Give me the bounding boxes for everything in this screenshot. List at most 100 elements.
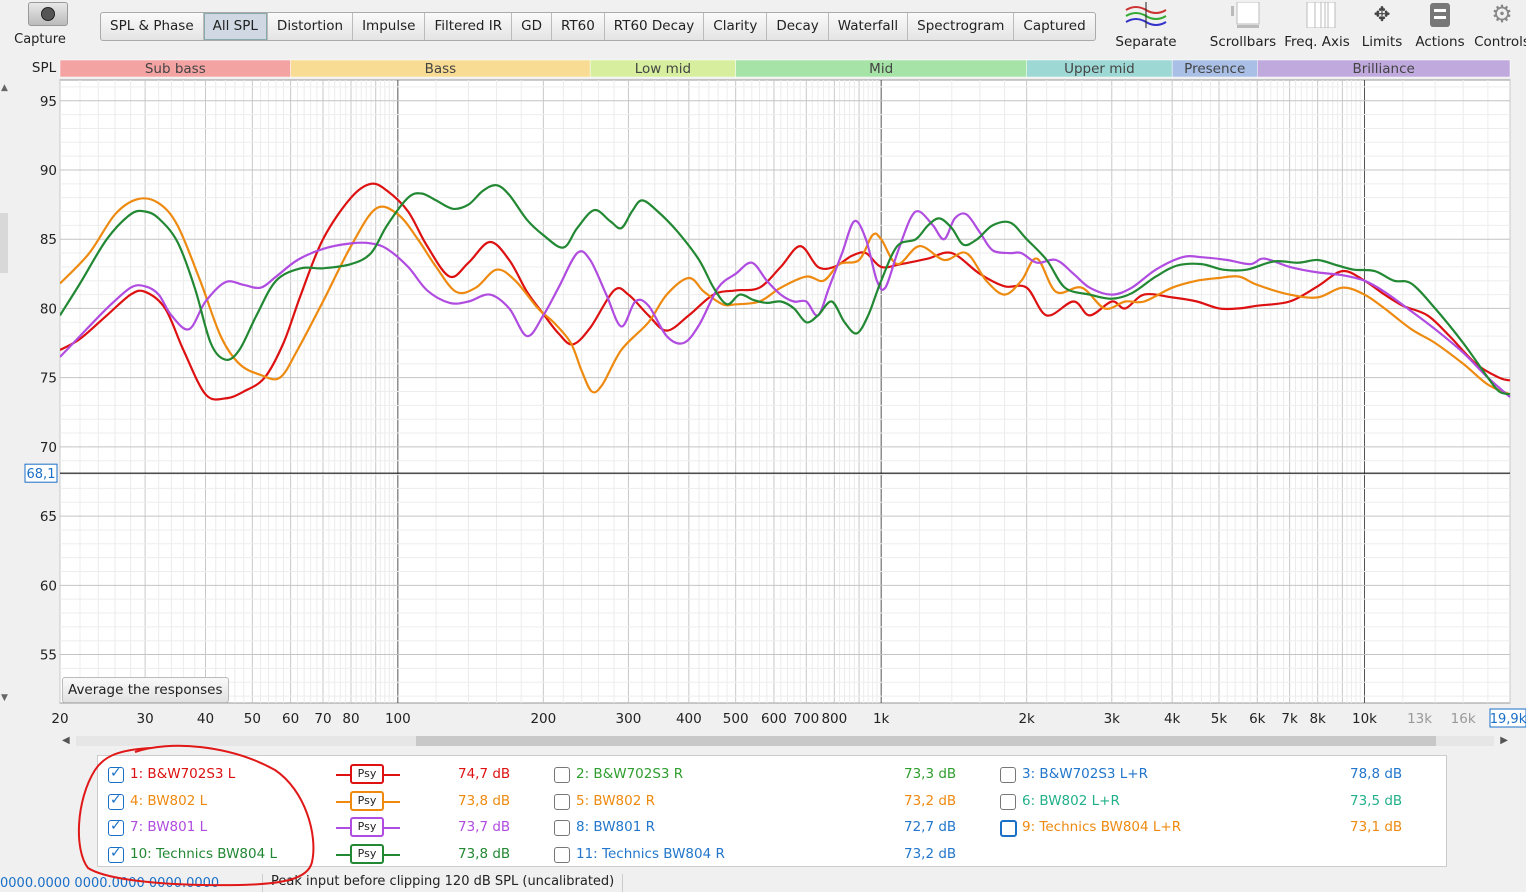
series-line-3[interactable] [60, 210, 1511, 398]
tab-impulse[interactable]: Impulse [353, 13, 426, 40]
separate-label: Separate [1115, 34, 1177, 50]
band-brilliance [1257, 59, 1511, 78]
legend-item-level: 73,2 dB [904, 845, 957, 862]
scroll-down-icon[interactable]: ▼ [1, 693, 8, 703]
legend-checkbox[interactable] [108, 818, 124, 836]
tab-waterfall[interactable]: Waterfall [829, 13, 909, 40]
legend-item[interactable]: 7: BW801 L Psy 73,7 dB [108, 817, 538, 839]
y-tick-label: 90 [40, 163, 57, 179]
legend-item[interactable]: 8: BW801 R 72,7 dB [554, 817, 984, 839]
tab-distortion[interactable]: Distortion [268, 13, 354, 40]
legend-item[interactable]: 3: B&W702S3 L+R 78,8 dB [1000, 764, 1430, 786]
legend-item[interactable]: 10: Technics BW804 L Psy 73,8 dB [108, 843, 538, 866]
tab-gd[interactable]: GD [512, 13, 552, 40]
psy-smoothing-badge[interactable]: Psy [350, 790, 384, 811]
separate-button[interactable]: Separate [1112, 0, 1180, 56]
legend-checkbox[interactable] [108, 765, 124, 783]
tab-rt60-decay[interactable]: RT60 Decay [605, 13, 705, 40]
legend-item[interactable]: 1: B&W702S3 L Psy 74,7 dB [108, 764, 538, 786]
band-label: Presence [1184, 61, 1245, 77]
x-tick-label: 16k [1451, 711, 1476, 727]
legend-item-label: 10: Technics BW804 L [130, 845, 278, 862]
gear-icon: ⚙ [1491, 0, 1513, 28]
separate-icon [1124, 2, 1168, 34]
y-tick-label: 80 [40, 301, 57, 317]
legend-checkbox[interactable] [554, 767, 570, 783]
scrollbars-label: Scrollbars [1209, 34, 1277, 50]
scroll-track[interactable] [76, 736, 1494, 746]
x-tick-label: 6k [1249, 711, 1266, 727]
scroll-left-icon[interactable]: ◀ [62, 735, 70, 746]
scroll-up-icon[interactable]: ▲ [1, 83, 8, 93]
horizontal-scrollbar[interactable]: ◀ ▶ [60, 734, 1510, 748]
legend-item[interactable]: 9: Technics BW804 L+R 73,1 dB [1000, 817, 1430, 839]
scrollbars-icon [1223, 1, 1263, 34]
limits-button[interactable]: ✥ Limits [1356, 0, 1408, 56]
reference-value-box [24, 463, 58, 483]
legend-item-label: 6: BW802 L+R [1022, 792, 1120, 809]
freq-axis-icon [1297, 1, 1337, 34]
legend-item-label: 11: Technics BW804 R [576, 845, 725, 862]
x-tick-label: 2k [1018, 711, 1035, 727]
x-tick-label: 7k [1281, 711, 1298, 727]
y-tick-label: 65 [40, 509, 57, 525]
spl-chart[interactable]: Sub bass Bass Low mid Mid Upper mid Presence B… [0, 58, 1526, 734]
tab-decay[interactable]: Decay [767, 13, 829, 40]
legend-checkbox[interactable] [108, 845, 124, 863]
tab-captured[interactable]: Captured [1023, 18, 1086, 34]
tab-clarity[interactable]: Clarity [704, 13, 768, 40]
psy-smoothing-badge[interactable]: Psy [350, 764, 384, 784]
camera-icon [28, 2, 68, 26]
capture-label: Capture [14, 32, 66, 47]
legend-item-level: 73,1 dB [1350, 819, 1403, 835]
scrollbars-button[interactable]: Scrollbars [1208, 0, 1278, 56]
legend-checkbox[interactable] [108, 792, 124, 810]
reference-value-label: 68,1 [27, 467, 56, 482]
legend-item[interactable]: 2: B&W702S3 R 73,3 dB [554, 764, 984, 786]
legend-item[interactable]: 4: BW802 L Psy 73,8 dB [108, 790, 538, 813]
x-tick-label: 30 [137, 711, 154, 727]
legend-item[interactable]: 6: BW802 L+R 73,5 dB [1000, 791, 1430, 813]
actions-label: Actions [1415, 34, 1465, 50]
legend-item-label: 9: Technics BW804 L+R [1022, 819, 1182, 835]
legend-checkbox[interactable] [554, 820, 570, 836]
legend-item[interactable]: 5: BW802 R 73,2 dB [554, 791, 984, 813]
tab-rt60[interactable]: RT60 [552, 13, 605, 40]
actions-button[interactable]: Actions [1410, 0, 1470, 56]
vertical-scroll-thumb[interactable] [0, 213, 8, 273]
legend-checkbox[interactable] [1000, 793, 1016, 810]
scroll-thumb[interactable] [416, 736, 1436, 746]
tab-spectrogram[interactable]: Spectrogram [908, 13, 1015, 40]
controls-button[interactable]: ⚙ Controls [1472, 0, 1526, 56]
series-line-1[interactable] [60, 182, 1511, 401]
average-responses-button[interactable]: Average the responses [62, 677, 229, 703]
legend-checkbox[interactable] [1000, 767, 1016, 783]
controls-label: Controls [1474, 34, 1526, 50]
graph-tabs: SPL & Phase All SPL Distortion Impulse Filte… [100, 12, 1096, 41]
capture-button[interactable]: Capture [8, 0, 70, 56]
legend-checkbox[interactable] [554, 793, 570, 810]
legend-item[interactable]: 11: Technics BW804 R 73,2 dB [554, 844, 984, 866]
x-tick-label: 50 [244, 711, 261, 727]
legend-item-label: 2: B&W702S3 R [576, 766, 684, 782]
scroll-right-icon[interactable]: ▶ [1500, 735, 1508, 746]
x-cursor-box [1489, 708, 1526, 728]
tab-filtered-ir[interactable]: Filtered IR [425, 13, 513, 40]
x-cursor-label: 19,9k [1490, 712, 1526, 727]
series-line-4[interactable] [60, 184, 1511, 396]
limits-label: Limits [1361, 34, 1403, 50]
freq-axis-button[interactable]: Freq. Axis [1282, 0, 1352, 56]
arrows-icon: ✥ [1373, 2, 1391, 26]
y-tick-label: 60 [40, 578, 57, 594]
tab-all-spl[interactable]: All SPL [203, 13, 268, 40]
psy-smoothing-badge[interactable]: Psy [350, 843, 384, 864]
y-tick-label: 75 [40, 371, 57, 387]
tab-spl-phase[interactable]: SPL & Phase [101, 13, 204, 40]
legend-checkbox[interactable] [554, 846, 570, 863]
x-tick-label: 300 [616, 711, 642, 727]
psy-smoothing-badge[interactable]: Psy [350, 817, 384, 837]
legend-item-level: 73,7 dB [458, 819, 511, 835]
freq-axis-label: Freq. Axis [1284, 34, 1350, 50]
legend-item-level: 73,3 dB [904, 766, 957, 782]
legend-checkbox[interactable] [1000, 820, 1017, 837]
